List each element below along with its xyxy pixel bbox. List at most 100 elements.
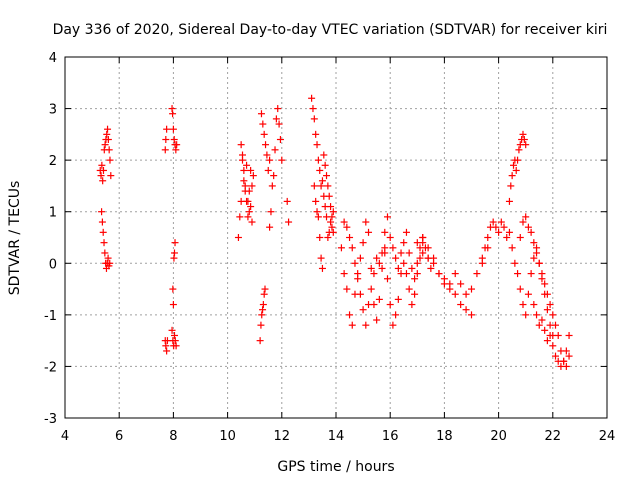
data-point [543,290,551,298]
data-point [324,182,332,190]
data-point [505,197,513,205]
data-point [489,218,497,226]
data-point [173,141,181,149]
data-point [170,249,178,257]
data-point [516,285,524,293]
data-point [408,264,416,272]
data-point [516,234,524,241]
data-point [317,254,325,262]
data-point [163,347,171,355]
data-point [104,125,112,133]
data-point [247,166,255,174]
data-point [268,182,276,190]
data-point [508,244,516,252]
data-point [451,270,459,278]
data-point [309,105,317,113]
data-point [171,239,179,247]
data-point [100,239,108,247]
data-point [258,311,266,319]
data-point [541,280,549,288]
data-point [411,290,419,298]
data-point [373,316,381,324]
data-point [400,239,408,247]
data-point [402,228,410,236]
data-point [457,301,465,309]
data-point [505,228,513,236]
data-point [530,239,538,247]
data-point [451,290,459,298]
data-point [248,182,256,190]
data-point [424,244,432,252]
data-point [239,151,247,159]
data-point [260,290,268,298]
data-point [484,234,492,241]
x-tick-label: 4 [61,429,69,444]
data-point [400,259,408,267]
x-tick-label: 18 [436,429,453,444]
data-point [359,239,367,247]
data-point [314,213,322,221]
data-point [256,337,264,345]
data-point [530,301,538,309]
data-point [244,213,252,221]
data-point [495,228,503,236]
y-tick-label: 0 [49,257,57,272]
data-point [500,223,508,231]
x-tick-label: 24 [599,429,616,444]
data-point [405,249,413,257]
data-point [411,275,419,283]
data-point [359,306,367,314]
data-point [468,311,475,319]
data-point [508,172,516,180]
data-point [381,249,389,257]
data-point [519,301,527,309]
data-point [527,270,535,278]
data-point [262,141,270,149]
data-point [248,218,256,226]
data-points [96,94,573,370]
data-point [557,362,565,370]
data-point [402,270,410,278]
data-point [394,264,402,272]
data-point [478,259,486,267]
data-point [103,130,111,138]
data-point [243,197,251,205]
data-point [392,311,400,319]
data-point [419,234,427,241]
data-point [170,331,178,339]
data-point [323,172,331,180]
data-point [383,275,391,283]
data-point [519,218,527,226]
data-point [263,151,271,159]
data-point [507,182,515,190]
y-tick-label: 2 [49,154,57,169]
data-point [267,208,275,216]
data-point [565,352,573,360]
data-point [392,254,400,262]
data-point [257,321,265,329]
data-point [519,130,527,138]
x-tick-label: 10 [219,429,236,444]
data-point [362,218,370,226]
data-point [510,161,518,169]
data-point [261,285,269,293]
data-point [348,244,356,252]
data-point [340,270,348,278]
data-point [243,161,251,169]
data-point [512,166,520,174]
data-point [325,192,333,200]
data-point [97,172,105,180]
data-point [543,306,551,314]
data-point [317,182,325,190]
data-point [274,105,282,113]
data-point [343,223,351,231]
data-point [240,177,248,185]
data-point [481,244,489,252]
data-point [343,285,351,293]
data-point [533,249,541,257]
data-point [169,301,177,309]
data-point [312,197,320,205]
data-point [354,275,362,283]
x-tick-label: 16 [382,429,399,444]
x-tick-label: 12 [274,429,291,444]
